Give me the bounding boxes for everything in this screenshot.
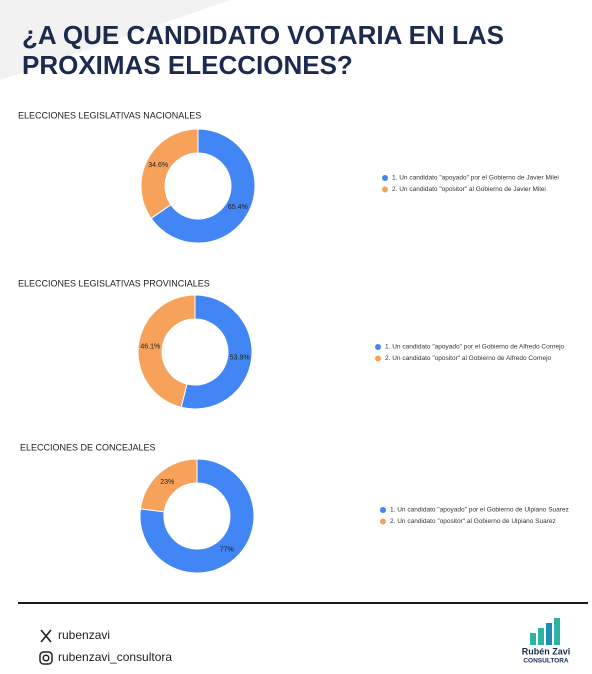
- logo-name: Rubén Zavi: [522, 646, 571, 656]
- legend-swatch: [382, 175, 388, 181]
- donut-slice: [139, 458, 255, 574]
- donut-slice: [137, 294, 196, 408]
- legend-swatch: [375, 355, 381, 362]
- instagram-handle: rubenzavi_consultora: [58, 650, 172, 664]
- legend-label: 2. Un candidato "opositor" al Gobierno d…: [390, 518, 556, 525]
- x-icon: [40, 629, 52, 643]
- legend-label: 2. Un candidato "opositor" al Gobierno d…: [385, 355, 552, 362]
- data-label: 23%: [160, 479, 174, 486]
- instagram-icon: [39, 651, 53, 665]
- data-label: 65.4%: [228, 204, 248, 211]
- x-handle: rubenzavi: [58, 628, 110, 642]
- donut-slice: [140, 128, 199, 220]
- legend-label: 2. Un candidato "opositor" al Gobierno d…: [392, 186, 546, 193]
- donut-slice: [139, 458, 198, 513]
- logo-bars: [530, 618, 560, 645]
- legend-label: 1. Un candidato "apoyado" por el Gobiern…: [390, 507, 569, 514]
- chart-title: ELECCIONES DE CONCEJALES: [20, 442, 156, 452]
- data-label: 77%: [220, 547, 234, 554]
- legend-label: 1. Un candidato "apoyado" por el Gobiern…: [392, 175, 559, 182]
- page-title: PROXIMAS ELECCIONES?: [22, 50, 353, 80]
- chart-title: ELECCIONES LEGISLATIVAS NACIONALES: [18, 110, 201, 120]
- data-label: 34.6%: [148, 162, 168, 169]
- donut-slice: [150, 128, 256, 244]
- data-label: 46.1%: [140, 343, 160, 350]
- data-label: 53.9%: [230, 354, 250, 361]
- chart-title: ELECCIONES LEGISLATIVAS PROVINCIALES: [18, 278, 210, 288]
- donut-slice: [180, 294, 253, 410]
- legend-swatch: [375, 344, 381, 350]
- background-shape: [0, 0, 230, 80]
- legend-label: 1. Un candidato "apoyado" por el Gobiern…: [385, 344, 565, 351]
- legend-swatch: [380, 507, 386, 513]
- legend-swatch: [382, 186, 388, 193]
- logo-sub: CONSULTORA: [523, 658, 569, 665]
- legend-swatch: [380, 518, 386, 525]
- page-title: ¿A QUE CANDIDATO VOTARIA EN LAS: [22, 20, 504, 50]
